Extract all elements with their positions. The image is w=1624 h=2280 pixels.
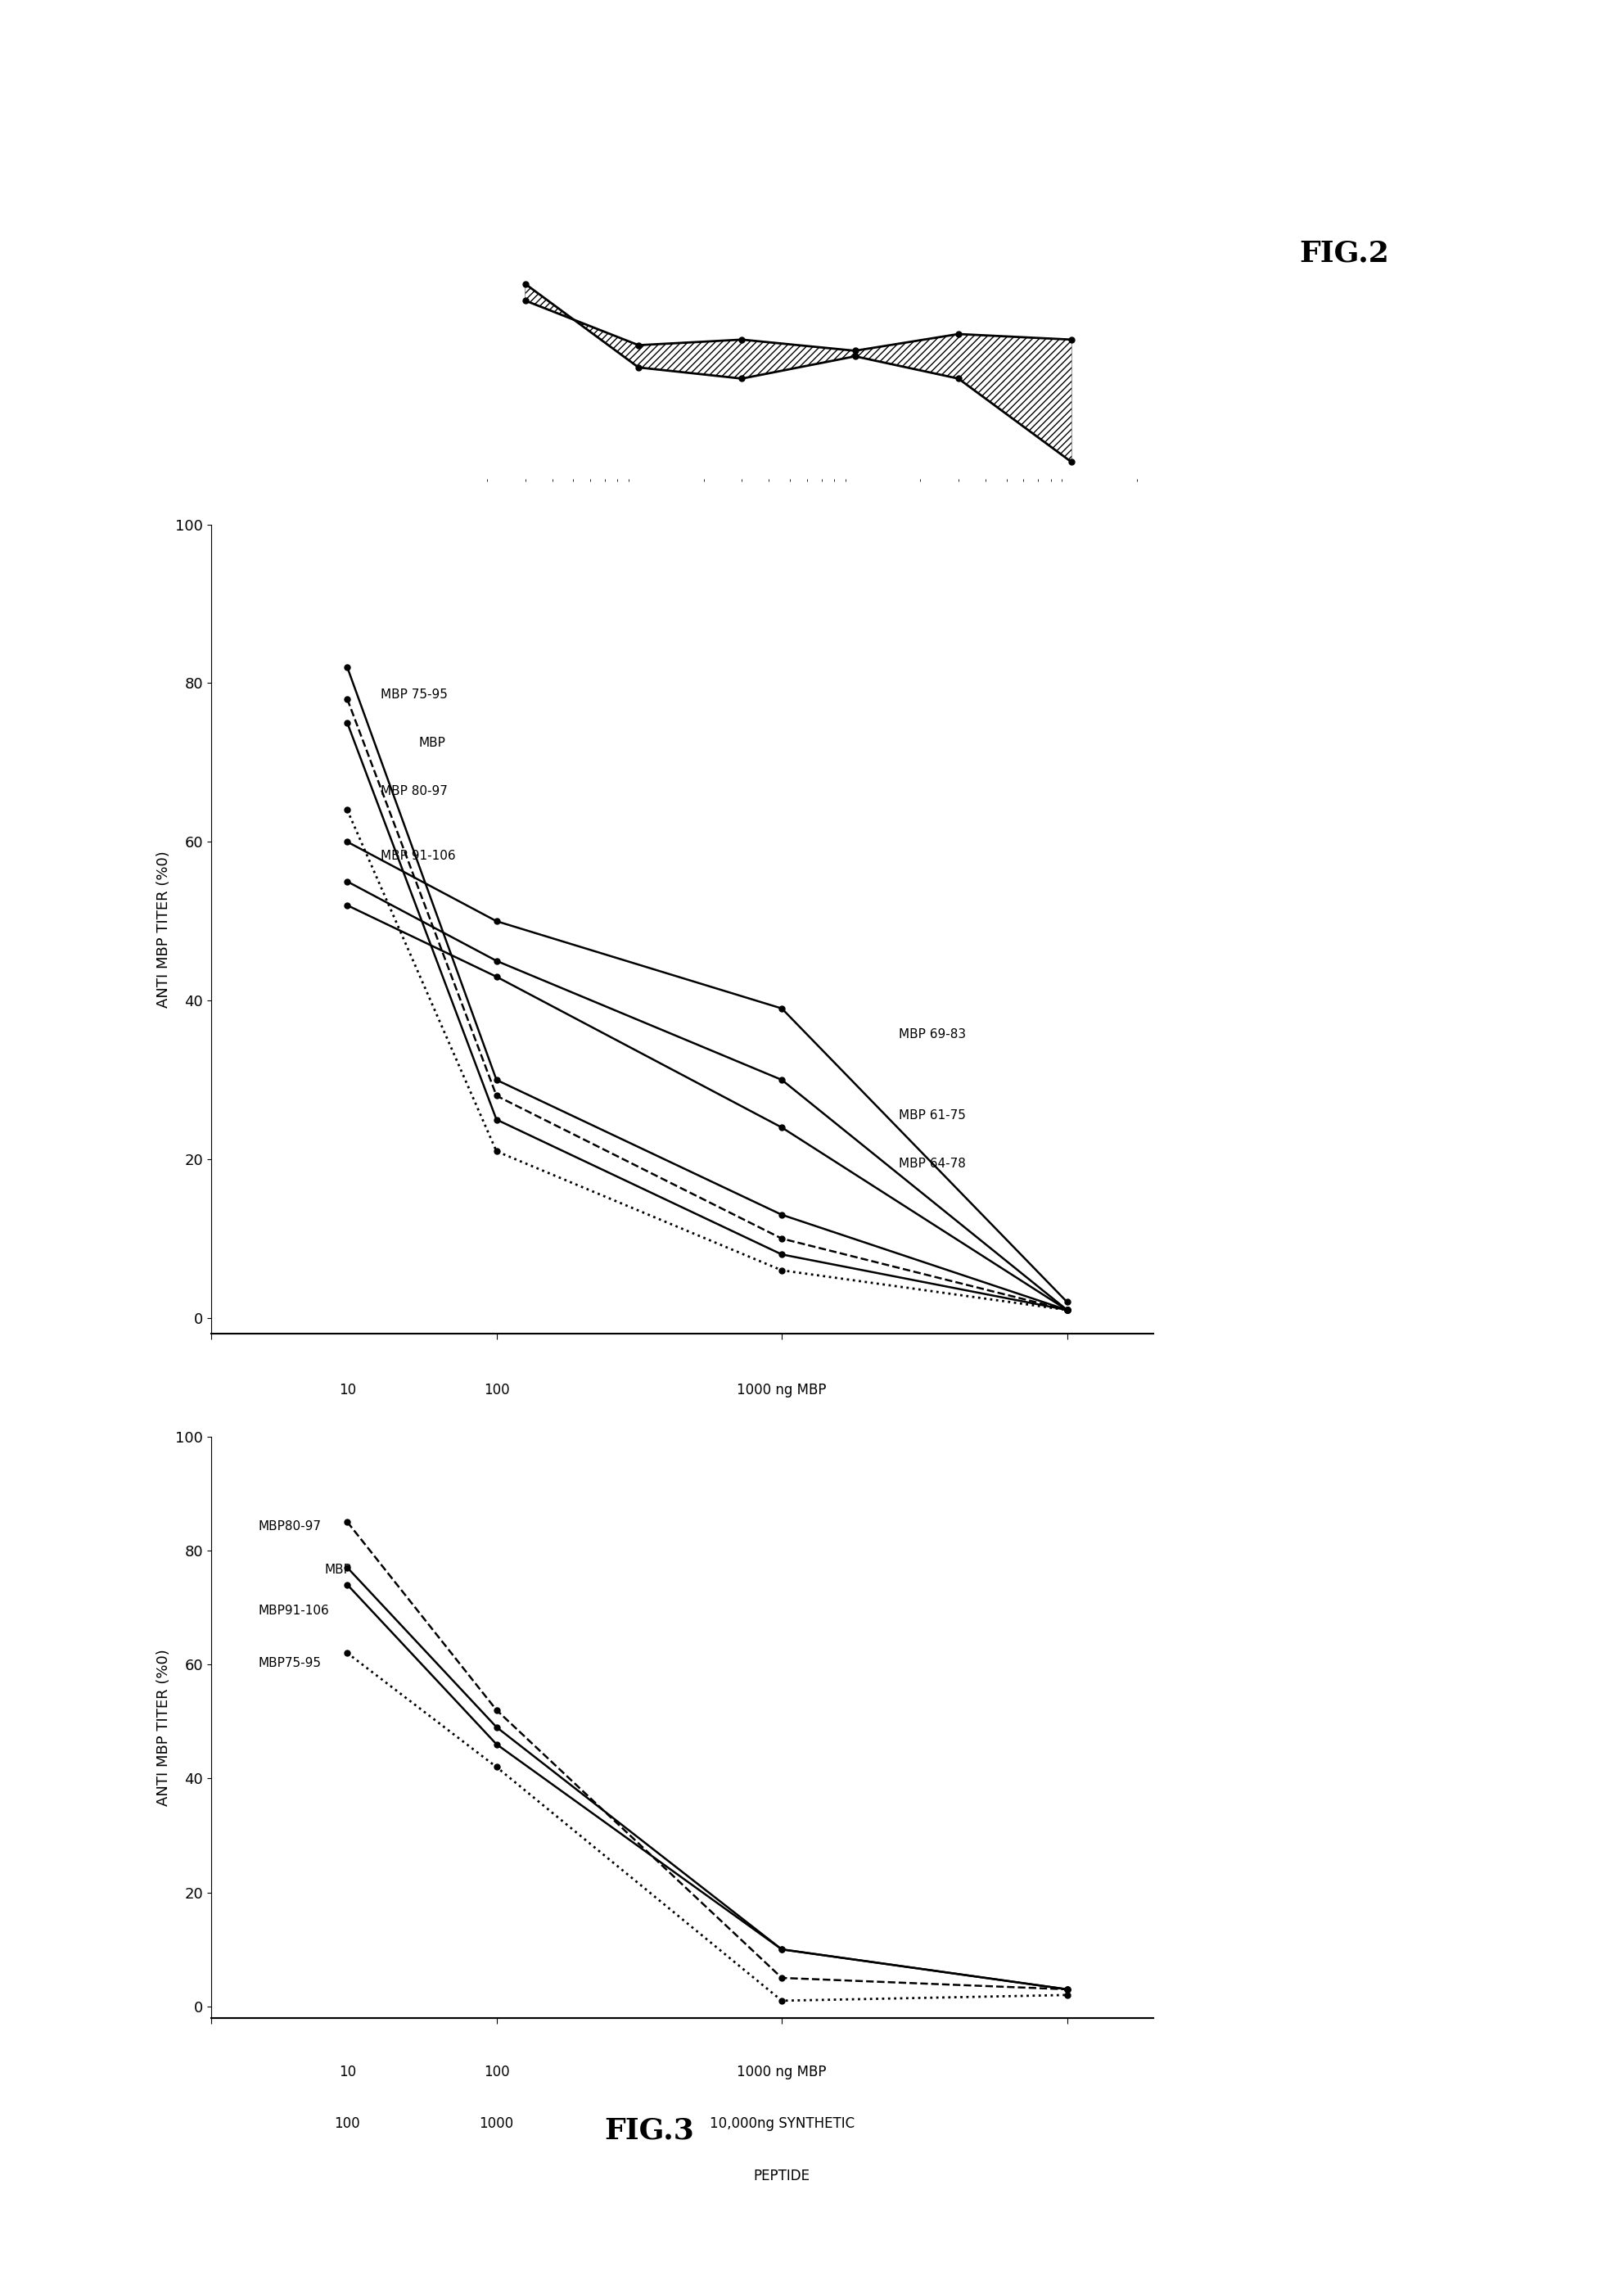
Text: MBP80-97: MBP80-97 (258, 1521, 322, 1532)
Text: MBP: MBP (325, 1564, 351, 1575)
Text: MBP 61-75: MBP 61-75 (898, 1108, 966, 1122)
Text: 100: 100 (484, 2063, 510, 2079)
Text: 10: 10 (339, 1382, 356, 1398)
Text: PEPTIDE: PEPTIDE (754, 1496, 810, 1509)
Text: MBP 69-83: MBP 69-83 (898, 1028, 966, 1040)
Text: 1000 ng MBP: 1000 ng MBP (737, 2063, 827, 2079)
Y-axis label: ANTI MBP TITER (%0): ANTI MBP TITER (%0) (156, 850, 171, 1008)
Text: 10,000ng SYNTHETIC: 10,000ng SYNTHETIC (710, 2116, 854, 2132)
Text: 1000: 1000 (479, 1439, 513, 1455)
Y-axis label: ANTI MBP TITER (%0): ANTI MBP TITER (%0) (156, 1648, 171, 1806)
Text: 1000: 1000 (479, 2116, 513, 2132)
Text: MBP75-95: MBP75-95 (258, 1658, 322, 1669)
Text: 10: 10 (339, 2063, 356, 2079)
Text: 100: 100 (335, 1439, 361, 1455)
Text: MBP 75-95: MBP 75-95 (380, 689, 448, 700)
Text: MBP 91-106: MBP 91-106 (380, 850, 456, 862)
Text: FIG.3: FIG.3 (604, 2116, 695, 2145)
Text: 100: 100 (335, 2116, 361, 2132)
Text: 100: 100 (484, 1382, 510, 1398)
Text: MBP 64-78: MBP 64-78 (898, 1158, 966, 1170)
Text: 10,000ng SYNTHETIC: 10,000ng SYNTHETIC (710, 1439, 854, 1455)
Text: FIG.2: FIG.2 (1299, 239, 1389, 267)
Text: 1000 ng MBP: 1000 ng MBP (737, 1382, 827, 1398)
Text: MBP 80-97: MBP 80-97 (380, 784, 448, 798)
Text: MBP: MBP (419, 736, 445, 750)
Text: PEPTIDE: PEPTIDE (754, 2168, 810, 2184)
Text: MBP91-106: MBP91-106 (258, 1605, 330, 1617)
